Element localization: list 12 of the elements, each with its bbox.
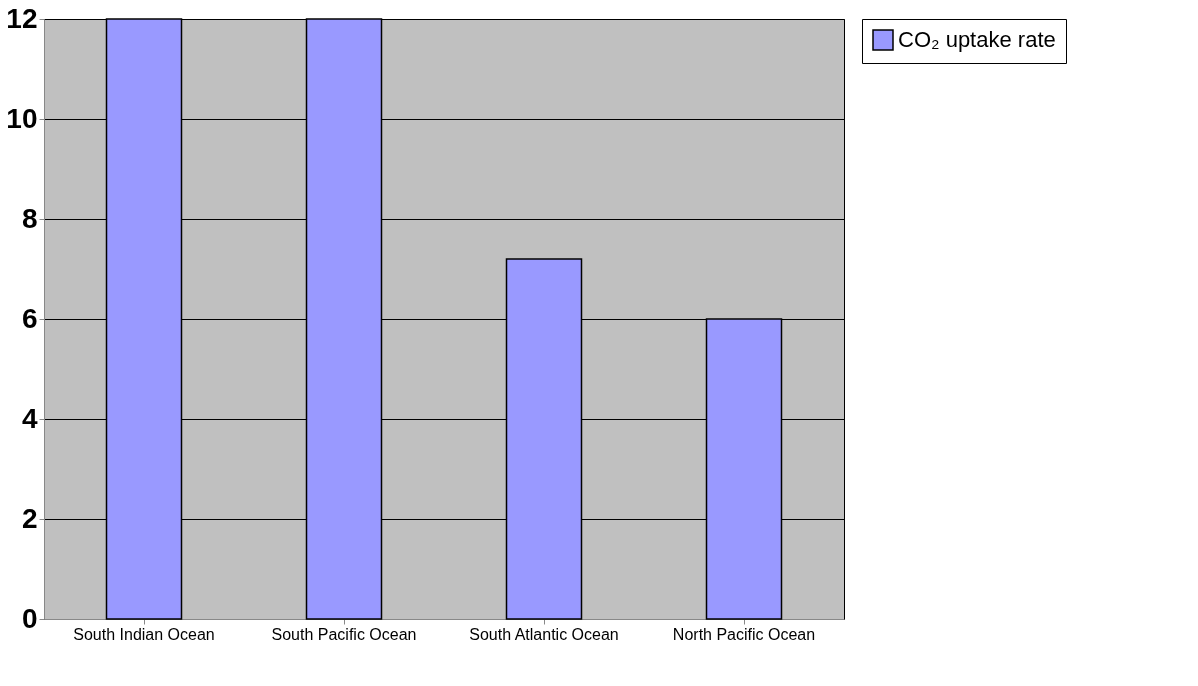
y-tick-label: 12 — [6, 2, 38, 34]
y-tick-label: 0 — [21, 602, 38, 634]
x-tick-label: South Pacific Ocean — [271, 625, 417, 643]
y-tick-label: 2 — [21, 502, 38, 534]
x-tick-label: North Pacific Ocean — [672, 625, 816, 643]
y-tick-label: 8 — [21, 202, 38, 234]
y-tick-label: 10 — [6, 102, 38, 134]
x-tick-label: South Atlantic Ocean — [469, 625, 619, 643]
x-tick-label: South Indian Ocean — [73, 625, 215, 643]
y-tick-label: 6 — [21, 302, 38, 334]
y-tick-label: 4 — [21, 402, 38, 434]
legend-label: CO₂ uptake rate — [898, 27, 1056, 52]
